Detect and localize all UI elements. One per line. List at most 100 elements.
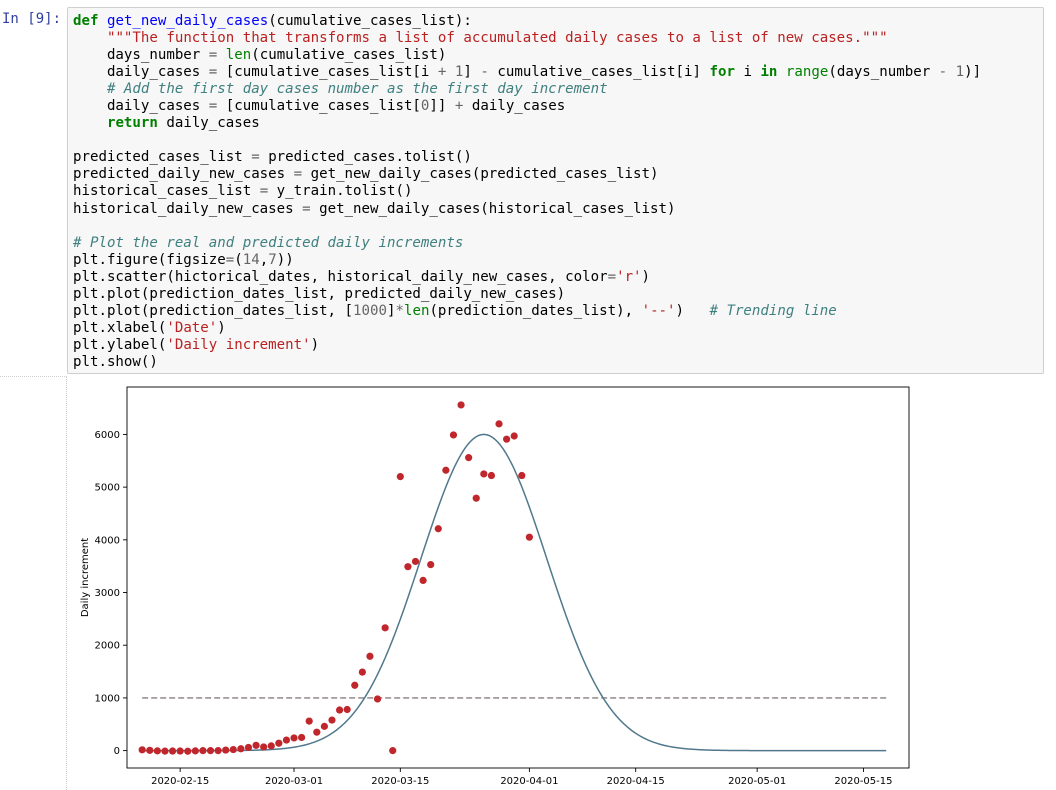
scatter-point (472, 494, 480, 502)
x-tick-label: 2020-03-01 (265, 776, 323, 787)
code-line[interactable] (73, 132, 981, 149)
code-token: ]] (429, 98, 455, 115)
code-token: days_number (73, 47, 209, 64)
code-token: + (437, 64, 447, 81)
code-line[interactable]: days_number = len(cumulative_cases_list) (73, 47, 981, 64)
code-token (73, 81, 107, 97)
plot-area (126, 386, 910, 769)
scatter-point (419, 576, 427, 584)
code-line[interactable]: plt.plot(prediction_dates_list, [1000]*l… (73, 303, 981, 320)
code-token: 'r' (616, 268, 642, 285)
scatter-point (244, 743, 253, 752)
code-line[interactable]: plt.xlabel('Date') (73, 320, 981, 337)
code-line[interactable]: # Add the first day cases number as the … (73, 81, 981, 98)
x-tick-label: 2020-05-15 (834, 776, 892, 787)
code-line[interactable]: predicted_daily_new_cases = get_new_dail… (73, 166, 981, 183)
scatter-point (487, 471, 496, 480)
output-prompt-area[interactable] (0, 376, 67, 790)
scatter-point (449, 431, 458, 439)
scatter-point (457, 401, 465, 409)
code-token (73, 30, 107, 46)
scatter-point (373, 695, 382, 703)
code-line[interactable]: historical_daily_new_cases = get_new_dai… (73, 201, 981, 218)
scatter-point (260, 743, 268, 751)
code-line[interactable]: # Plot the real and predicted daily incr… (73, 235, 981, 252)
scatter-point (503, 435, 511, 443)
scatter-point (381, 624, 389, 632)
code-token: )] (964, 64, 982, 81)
code-token: 0 (420, 98, 430, 115)
scatter-point (495, 420, 503, 428)
code-line[interactable]: plt.ylabel('Daily increment') (73, 337, 981, 354)
code-token (777, 64, 786, 80)
scatter-point (290, 734, 298, 742)
code-line[interactable]: return daily_cases (73, 115, 981, 132)
code-token: [cumulative_cases_list[i (217, 64, 438, 81)
code-token: ) (675, 302, 710, 319)
code-token: = (607, 268, 617, 285)
code-token: ] (463, 64, 481, 81)
code-token: = (293, 166, 303, 183)
code-token: # Add the first day cases number as the … (106, 81, 608, 98)
code-token: predicted_daily_new_cases (73, 166, 294, 183)
code-token: for (709, 64, 735, 81)
code-token: # Plot the real and predicted daily incr… (73, 234, 464, 251)
scatter-point (214, 747, 222, 755)
code-line[interactable]: """The function that transforms a list o… (73, 30, 981, 47)
code-token: plt.plot(prediction_dates_list, [ (73, 302, 354, 319)
code-token: in (760, 64, 778, 81)
code-token: (cumulative_cases_list) (251, 47, 447, 64)
code-token: ) (217, 319, 226, 336)
code-editor[interactable]: def get_new_daily_cases(cumulative_cases… (73, 13, 981, 371)
code-token: 7 (268, 251, 277, 268)
code-token (73, 115, 107, 131)
scatter-point (305, 717, 313, 725)
scatter-point (146, 746, 154, 754)
code-cell-editor[interactable]: def get_new_daily_cases(cumulative_cases… (67, 7, 1044, 374)
code-line[interactable]: historical_cases_list = y_train.tolist() (73, 183, 981, 200)
scatter-point (510, 432, 518, 440)
code-token: historical_daily_new_cases (73, 200, 303, 217)
scatter-point (465, 454, 473, 462)
code-line[interactable]: plt.scatter(hictorical_dates, historical… (73, 269, 981, 286)
code-line[interactable]: predicted_cases_list = predicted_cases.t… (73, 149, 981, 166)
scatter-point (427, 560, 435, 569)
scatter-point (328, 716, 336, 724)
scatter-point (411, 557, 420, 566)
code-line[interactable]: plt.plot(prediction_dates_list, predicte… (73, 286, 981, 303)
code-token: ) (310, 336, 320, 353)
scatter-point (168, 747, 177, 755)
code-token: 'Date' (166, 319, 218, 336)
scatter-point (366, 652, 374, 660)
code-token: = (208, 98, 218, 115)
x-tick-label: 2020-04-01 (500, 776, 558, 787)
scatter-point (313, 728, 321, 736)
scatter-point (389, 747, 397, 755)
code-token: daily_cases (157, 115, 260, 132)
code-line[interactable]: daily_cases = [cumulative_cases_list[i +… (73, 64, 981, 81)
code-token (947, 64, 956, 80)
scatter-point (252, 741, 260, 749)
code-token: plt.xlabel( (73, 319, 167, 336)
code-token: """The function that transforms a list o… (106, 30, 888, 47)
code-token: get_new_daily_cases(historical_cases_lis… (310, 200, 676, 217)
code-line[interactable]: plt.figure(figsize=(14,7)) (73, 252, 981, 269)
code-token: [cumulative_cases_list[ (217, 98, 421, 115)
code-token: y_train.tolist() (268, 183, 413, 200)
y-tick-label: 2000 (95, 641, 120, 652)
code-line[interactable]: plt.show() (73, 354, 981, 371)
code-token: i (734, 64, 761, 81)
scatter-point (396, 472, 404, 481)
code-line[interactable]: daily_cases = [cumulative_cases_list[0]]… (73, 98, 981, 115)
code-token: 1000 (353, 302, 387, 319)
code-token: range (785, 64, 829, 81)
code-line[interactable] (73, 218, 981, 235)
code-token: return (106, 115, 158, 132)
code-token: historical_cases_list (73, 183, 260, 200)
code-token: plt.plot(prediction_dates_list, predicte… (73, 285, 566, 302)
code-line[interactable]: def get_new_daily_cases(cumulative_cases… (73, 13, 981, 30)
code-token: ) (641, 268, 651, 285)
y-tick-label: 4000 (95, 535, 120, 546)
scatter-point (442, 466, 450, 474)
code-token: len (225, 47, 252, 64)
